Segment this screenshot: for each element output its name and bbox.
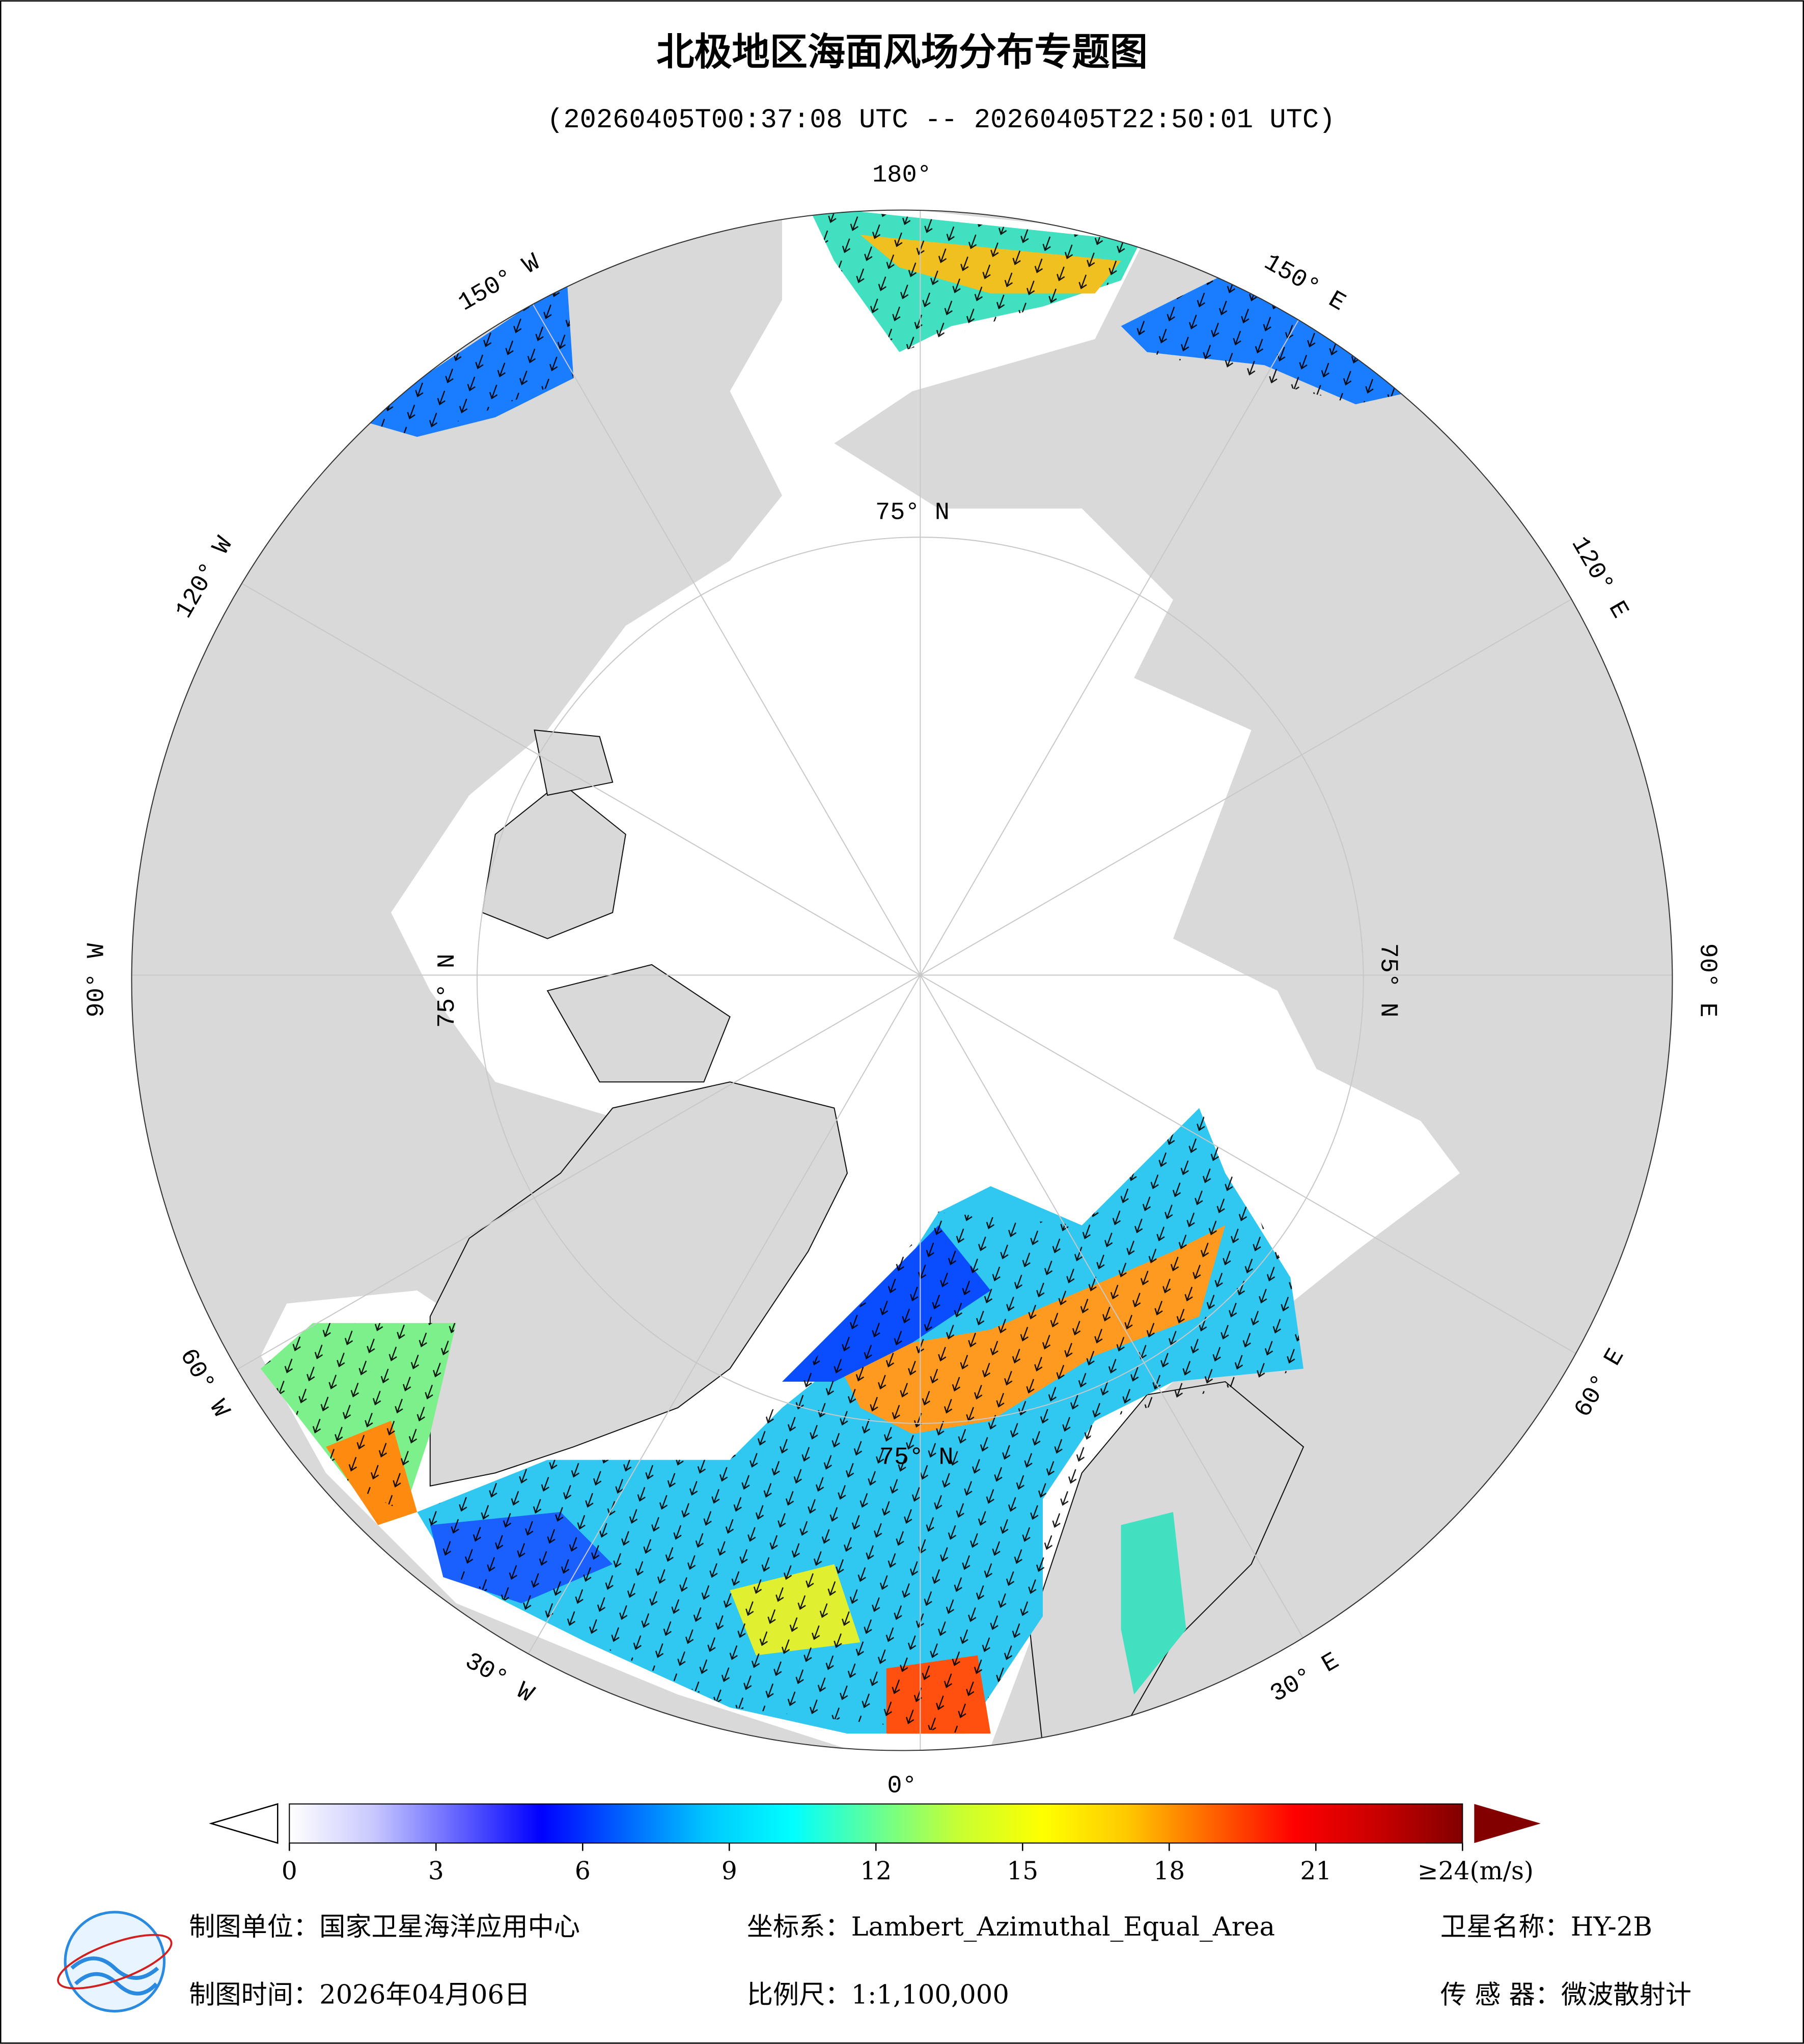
meridian: [131, 974, 921, 1432]
latitude-label: 75° N: [879, 1443, 954, 1471]
meridian: [463, 974, 921, 1751]
colorbar-tick-label: 18: [1153, 1857, 1185, 1886]
footer-satellite: 卫星名称：HY-2B: [1440, 1912, 1652, 1942]
graticule: [131, 210, 1673, 1751]
longitude-label: 90° W: [82, 943, 110, 1018]
colorbar-tick-label: 9: [721, 1857, 737, 1886]
colorbar-under: [209, 1803, 279, 1844]
meridian: [131, 518, 921, 976]
colorbar-tick-label: ≥24(m/s): [1418, 1857, 1534, 1886]
longitude-label: 180°: [872, 161, 932, 189]
title: 北极地区海面风场分布专题图: [656, 30, 1148, 74]
colorbar-tick-label: 6: [575, 1857, 591, 1886]
map: [131, 210, 1673, 1751]
longitude-label: 0°: [887, 1772, 917, 1800]
colorbar-tick-label: 15: [1007, 1857, 1038, 1886]
wind-arrows: [260, 210, 1414, 1734]
greenland: [429, 1081, 848, 1487]
map-border: [131, 209, 1673, 1751]
latitude-label: 75° N: [1374, 943, 1402, 1018]
island: [534, 729, 614, 796]
latitude-label: 75° N: [433, 954, 461, 1028]
footer-projection: 坐标系：Lambert_Azimuthal_Equal_Area: [747, 1912, 1275, 1942]
longitude-label: 90° E: [1694, 943, 1722, 1018]
colorbar-tick-label: 3: [428, 1857, 444, 1886]
colorbar: 0 3 6 9 12 15 18 21 ≥24(m/s): [209, 1803, 1541, 1886]
island: [546, 964, 731, 1083]
footer-scale: 比例尺：1:1,100,000: [747, 1979, 1009, 2010]
colorbar-tick-label: 12: [860, 1857, 892, 1886]
colorbar-ticks: 0 3 6 9 12 15 18 21 ≥24(m/s): [282, 1843, 1534, 1886]
colorbar-over: [1474, 1804, 1541, 1843]
footer-sensor: 传 感 器：微波散射计: [1440, 1979, 1691, 2010]
colorbar-tick-label: 0: [282, 1857, 297, 1886]
logo: [57, 1911, 173, 2013]
meridian: [463, 210, 921, 975]
footer-date: 制图时间：2026年04月06日: [189, 1979, 530, 2010]
subtitle: (20260405T00:37:08 UTC -- 20260405T22:50…: [547, 105, 1335, 136]
colorbar-bar: [289, 1803, 1463, 1844]
footer-unit: 制图单位：国家卫星海洋应用中心: [189, 1912, 580, 1942]
latitude-label: 75° N: [875, 498, 950, 526]
colorbar-tick-label: 21: [1300, 1857, 1331, 1886]
meridian: [920, 974, 1377, 1751]
